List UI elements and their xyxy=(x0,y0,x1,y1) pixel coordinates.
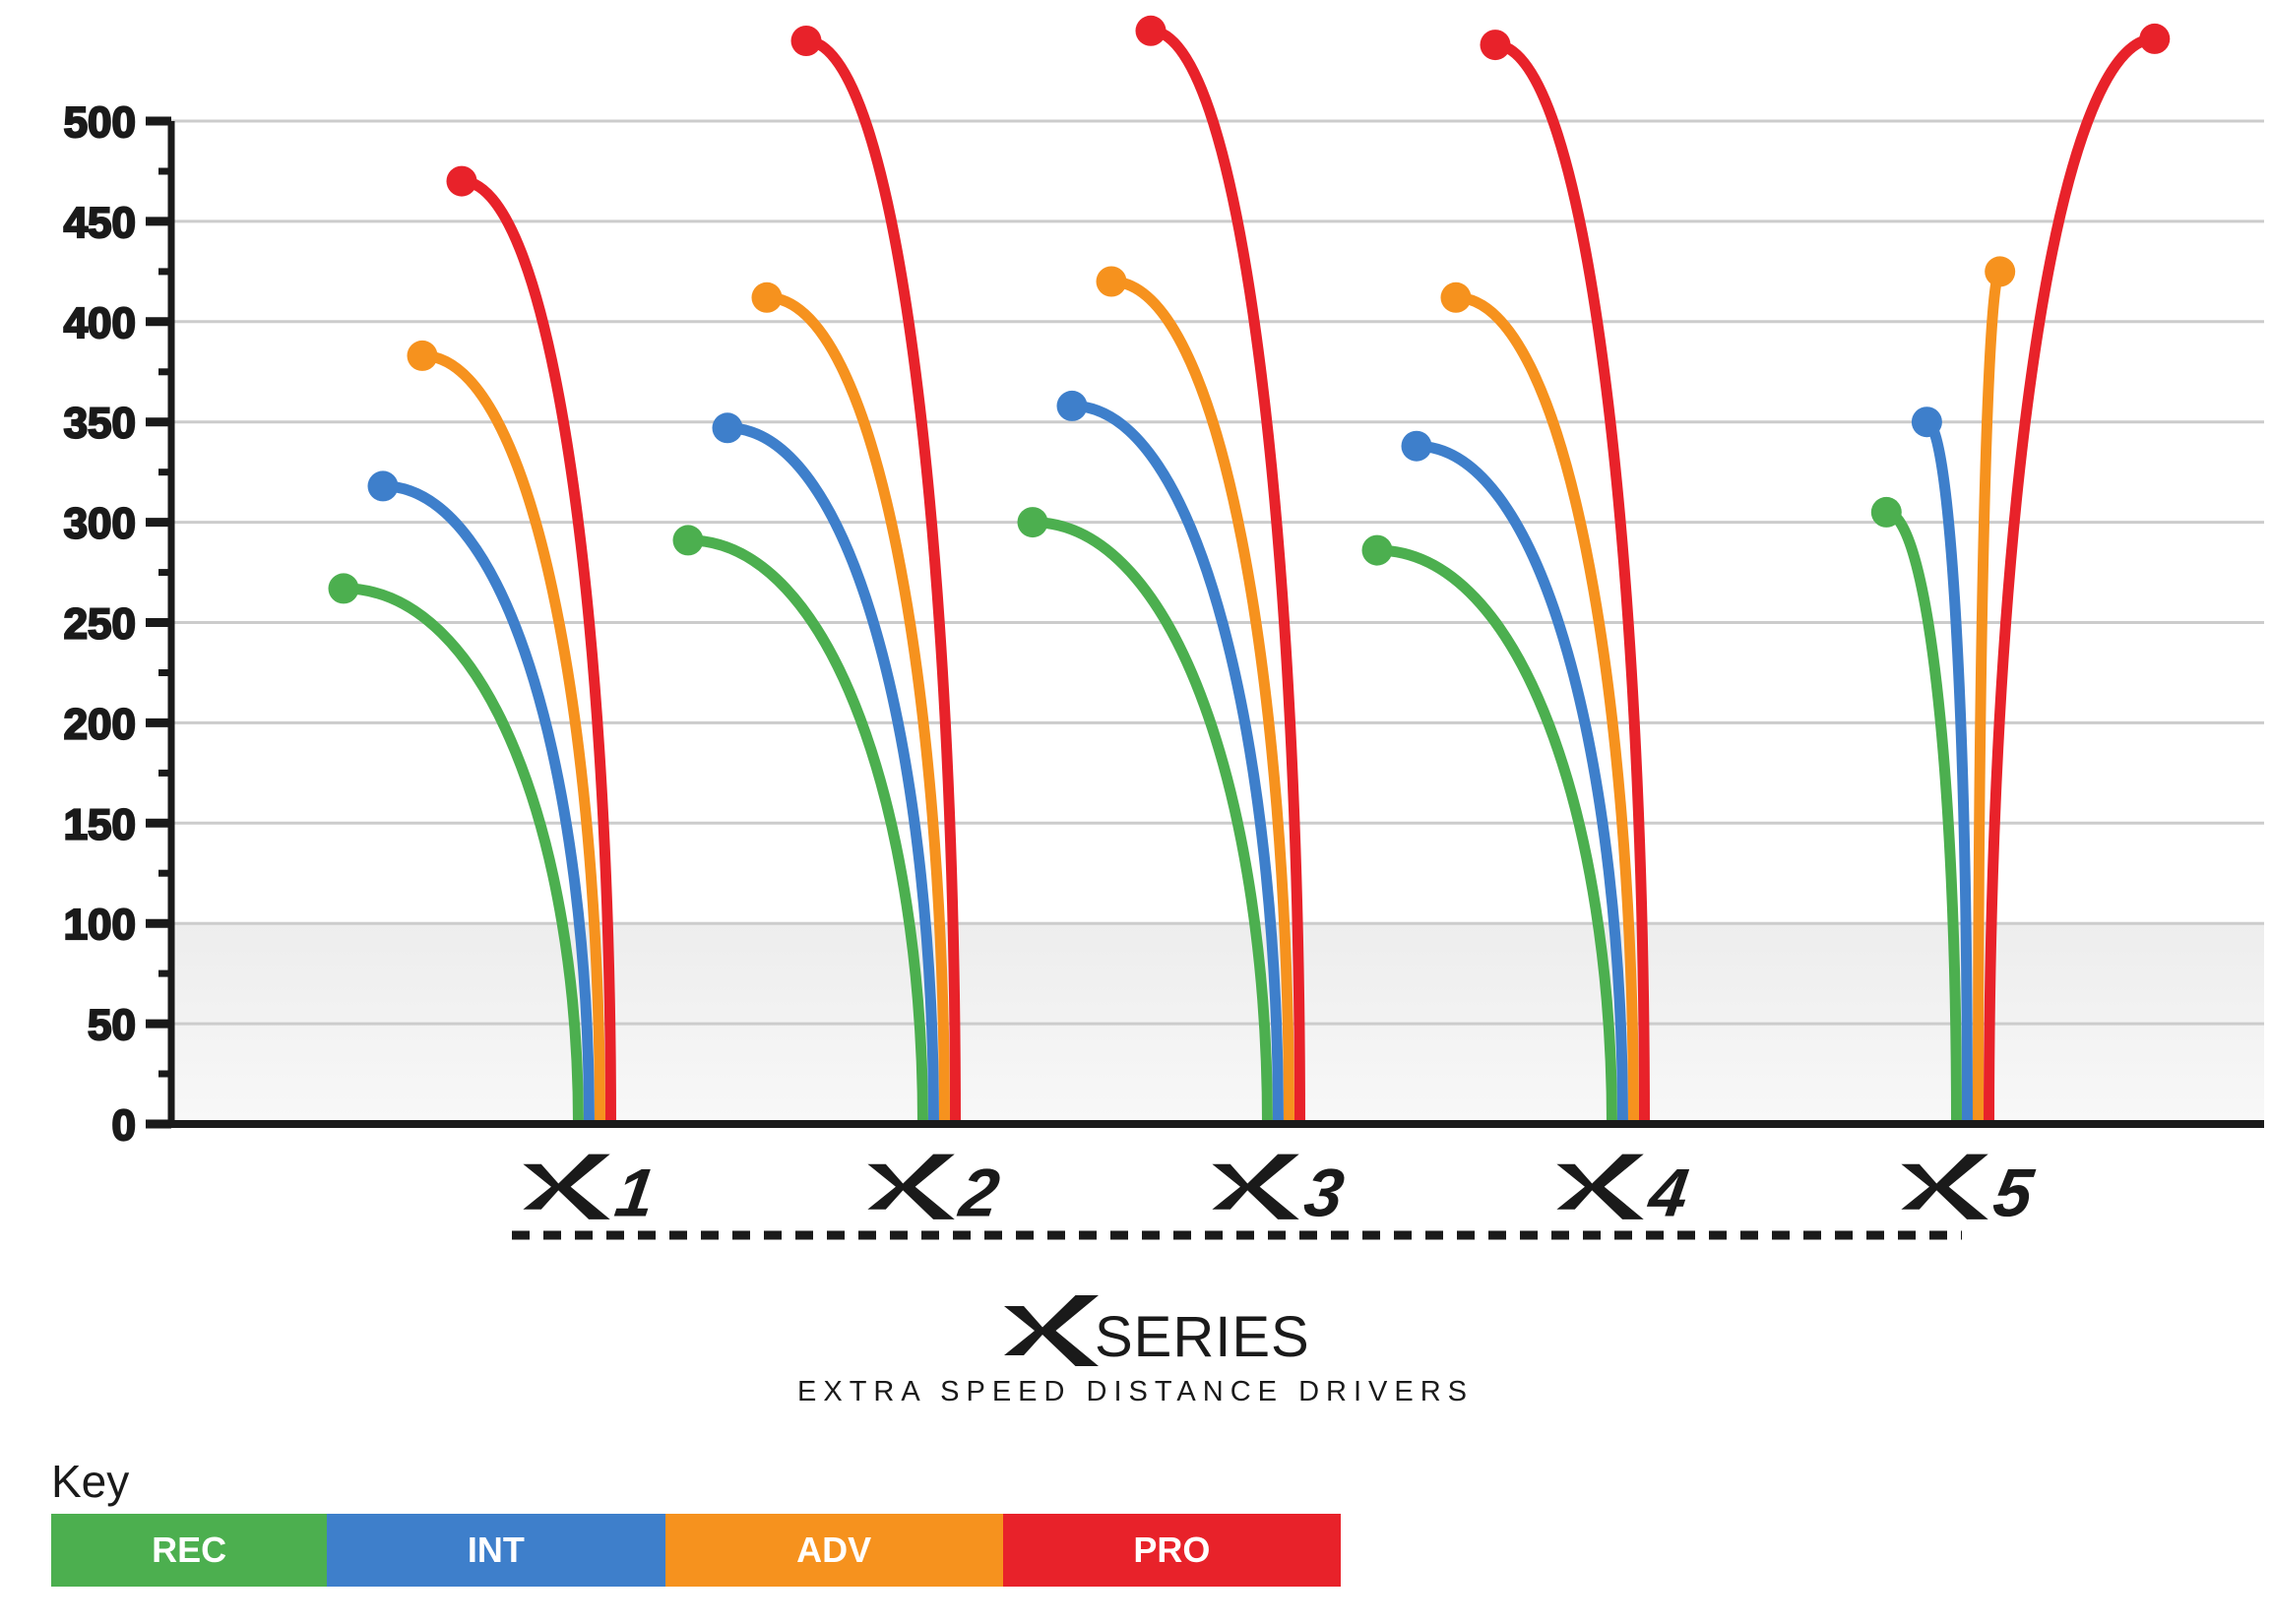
svg-text:5: 5 xyxy=(1989,1155,2040,1231)
svg-text:3: 3 xyxy=(1300,1155,1349,1231)
svg-text:450: 450 xyxy=(64,199,136,247)
svg-text:150: 150 xyxy=(64,800,136,848)
svg-text:400: 400 xyxy=(64,299,136,347)
svg-text:SERIES: SERIES xyxy=(1095,1305,1310,1369)
svg-text:2: 2 xyxy=(954,1155,1004,1231)
svg-text:0: 0 xyxy=(112,1101,136,1150)
svg-text:350: 350 xyxy=(64,400,136,448)
svg-text:100: 100 xyxy=(64,901,136,949)
svg-text:200: 200 xyxy=(64,700,136,748)
svg-text:1: 1 xyxy=(611,1155,660,1231)
svg-text:250: 250 xyxy=(64,600,136,649)
svg-text:50: 50 xyxy=(88,1001,136,1049)
svg-text:500: 500 xyxy=(64,98,136,147)
svg-text:300: 300 xyxy=(64,500,136,548)
svg-text:4: 4 xyxy=(1643,1155,1693,1231)
